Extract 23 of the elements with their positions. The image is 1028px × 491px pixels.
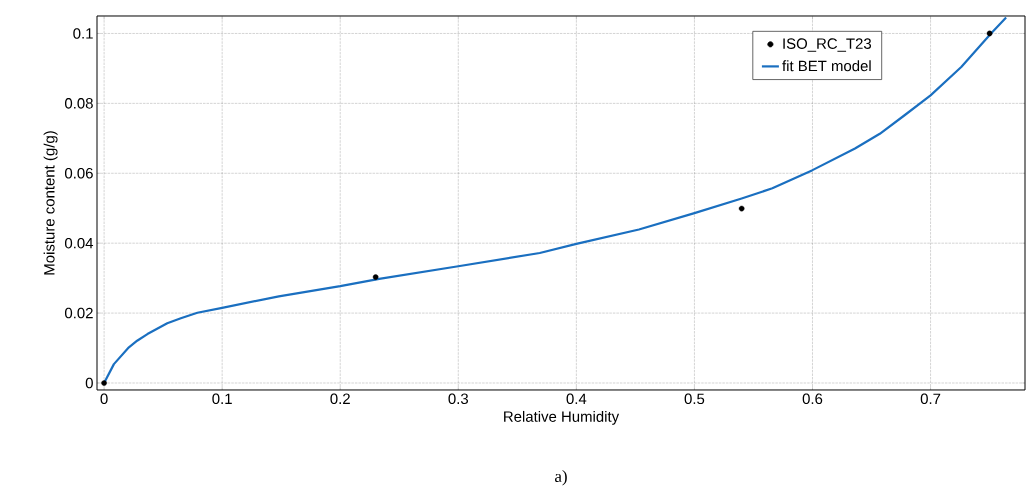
y-axis-title: Moisture content (g/g) [43, 131, 58, 275]
y-tick-label: 0.04 [64, 237, 94, 249]
y-tick-label: 0.06 [64, 167, 93, 179]
x-tick-label: 0.4 [566, 393, 587, 405]
x-tick-label: 0 [100, 393, 108, 405]
y-tick-label: 0.02 [64, 307, 93, 319]
point [986, 30, 993, 37]
point [101, 380, 107, 386]
point [738, 205, 745, 212]
point [372, 274, 379, 280]
x-tick-label: 0.1 [212, 393, 232, 405]
legend-label: ISO_RC_T23 [783, 38, 872, 52]
text: a) [555, 470, 567, 486]
y-tick-label: 0.08 [64, 98, 93, 109]
x-tick-label: 0.5 [684, 393, 705, 405]
x-tick-label: 0.7 [920, 393, 941, 405]
x-tick-label: 0.3 [448, 393, 469, 405]
x-axis-title: Relative Humidity [504, 410, 620, 425]
x-tick-label: 0.6 [802, 393, 823, 405]
x-tick-label: 0.2 [330, 393, 350, 405]
legend-label: fit BET model [782, 60, 871, 72]
y-tick-label: 0.1 [73, 28, 93, 39]
y-tick-label: 0 [85, 377, 93, 389]
